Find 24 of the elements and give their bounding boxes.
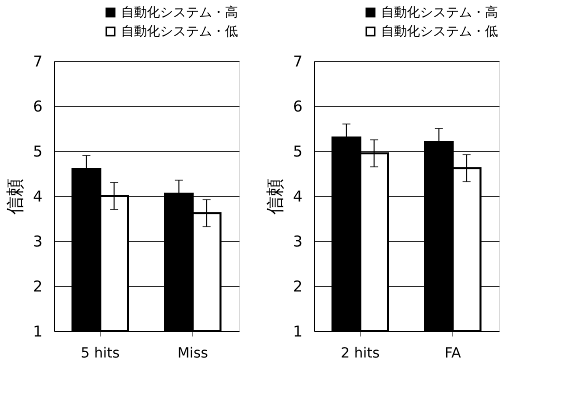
y-tick-label: 3 [32, 232, 42, 250]
legend-label: 自動化システム・高 [381, 4, 498, 20]
y-tick-label: 4 [32, 188, 42, 206]
y-tick-label: 1 [32, 322, 42, 340]
y-tick-label: 5 [292, 142, 302, 160]
y-tick-label: 5 [32, 142, 42, 160]
legend-label: 自動化システム・高 [121, 4, 238, 20]
y-tick-label: 6 [292, 98, 302, 116]
y-tick-label: 2 [292, 278, 302, 296]
legend-label: 自動化システム・低 [121, 24, 238, 40]
y-tick-label: 2 [32, 278, 42, 296]
x-tick-label: 2 hits [340, 346, 380, 362]
y-tick-label: 1 [292, 322, 302, 340]
y-tick-label: 7 [32, 52, 42, 70]
y-axis-title: 信頼 [264, 178, 286, 214]
x-tick-label: FA [444, 346, 462, 362]
x-tick-label: Miss [177, 346, 208, 362]
y-tick-label: 4 [292, 188, 302, 206]
y-tick-label: 3 [292, 232, 302, 250]
y-tick-label: 7 [292, 52, 302, 70]
x-tick-label: 5 hits [80, 346, 120, 362]
y-tick-label: 6 [32, 98, 42, 116]
legend-label: 自動化システム・低 [381, 24, 498, 40]
y-axis-title: 信頼 [4, 178, 26, 214]
